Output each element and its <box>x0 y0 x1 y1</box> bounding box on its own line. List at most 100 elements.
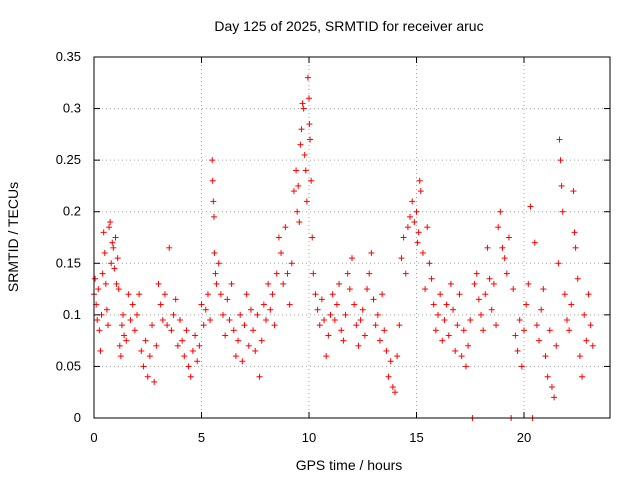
data-point <box>564 317 570 324</box>
data-point <box>542 353 549 360</box>
data-point <box>497 208 504 215</box>
data-point <box>134 311 140 318</box>
data-point <box>556 136 563 143</box>
data-point <box>407 213 414 220</box>
data-point <box>484 244 491 251</box>
data-point <box>381 327 388 334</box>
data-point <box>355 342 362 349</box>
data-point <box>465 342 472 349</box>
data-point <box>306 121 313 128</box>
y-tick-label: 0.25 <box>56 152 81 167</box>
data-point <box>486 275 493 282</box>
data-point <box>198 301 205 308</box>
data-point <box>303 198 310 205</box>
data-point <box>245 342 252 349</box>
data-point <box>99 270 106 277</box>
data-point <box>202 306 209 313</box>
data-point <box>426 260 433 267</box>
data-point <box>117 353 124 360</box>
data-point <box>314 306 321 313</box>
points-layer <box>91 74 596 421</box>
data-point <box>146 353 153 360</box>
plot-frame <box>93 56 611 419</box>
data-point <box>204 291 211 298</box>
data-point <box>267 306 274 313</box>
data-point <box>325 332 332 339</box>
data-point <box>432 327 439 334</box>
data-point <box>228 280 235 287</box>
data-point <box>443 301 450 308</box>
data-point <box>333 301 340 308</box>
data-point <box>256 373 263 380</box>
data-point <box>215 260 222 267</box>
data-point <box>437 291 444 298</box>
data-point <box>321 317 328 324</box>
data-point <box>518 363 525 370</box>
data-point <box>149 322 156 329</box>
data-point <box>516 317 523 324</box>
data-point <box>480 327 487 334</box>
data-point <box>286 301 293 308</box>
data-point <box>265 280 272 287</box>
data-point <box>521 327 527 334</box>
data-point <box>353 322 360 329</box>
data-point <box>525 280 532 287</box>
data-point <box>478 311 484 318</box>
data-point <box>226 317 233 324</box>
data-point <box>213 280 220 287</box>
data-point <box>392 389 398 396</box>
y-tick-label: 0.35 <box>56 49 81 64</box>
data-point <box>312 291 319 298</box>
data-point <box>168 327 175 334</box>
data-point <box>458 353 465 360</box>
data-point <box>394 353 401 360</box>
data-point <box>118 322 125 329</box>
data-point <box>587 322 594 329</box>
data-point <box>387 358 394 365</box>
data-point <box>441 317 448 324</box>
data-point <box>503 270 510 277</box>
data-point <box>237 311 244 318</box>
data-point <box>460 327 467 334</box>
data-point <box>376 337 383 344</box>
data-point <box>548 384 555 391</box>
data-point <box>120 311 127 318</box>
data-point <box>269 291 276 298</box>
data-point <box>585 291 592 298</box>
data-point <box>103 306 110 313</box>
data-point <box>177 317 183 324</box>
data-point <box>462 363 469 370</box>
data-point <box>159 317 166 324</box>
data-point <box>471 280 478 287</box>
data-point <box>357 317 364 324</box>
data-point <box>571 229 578 236</box>
data-point <box>510 286 517 293</box>
data-point <box>127 317 134 324</box>
data-point <box>540 286 547 293</box>
data-point <box>435 311 441 318</box>
data-point <box>402 270 409 277</box>
data-point <box>475 296 482 303</box>
data-point <box>192 332 199 339</box>
data-point <box>142 337 149 344</box>
data-point <box>271 322 278 329</box>
data-point <box>555 260 562 267</box>
data-point <box>383 347 390 354</box>
data-point <box>95 286 102 293</box>
data-point <box>109 239 116 246</box>
data-point <box>306 95 312 102</box>
data-point <box>210 198 217 205</box>
data-point <box>327 311 334 318</box>
data-point <box>116 342 123 349</box>
data-point <box>174 342 181 349</box>
data-point <box>275 234 282 241</box>
data-point <box>280 280 287 287</box>
data-point <box>490 280 497 287</box>
data-point <box>495 224 502 231</box>
data-point <box>409 198 416 205</box>
data-point <box>581 311 588 318</box>
data-point <box>278 249 285 256</box>
data-point <box>125 291 132 298</box>
data-point <box>170 311 177 318</box>
data-point <box>243 291 250 298</box>
